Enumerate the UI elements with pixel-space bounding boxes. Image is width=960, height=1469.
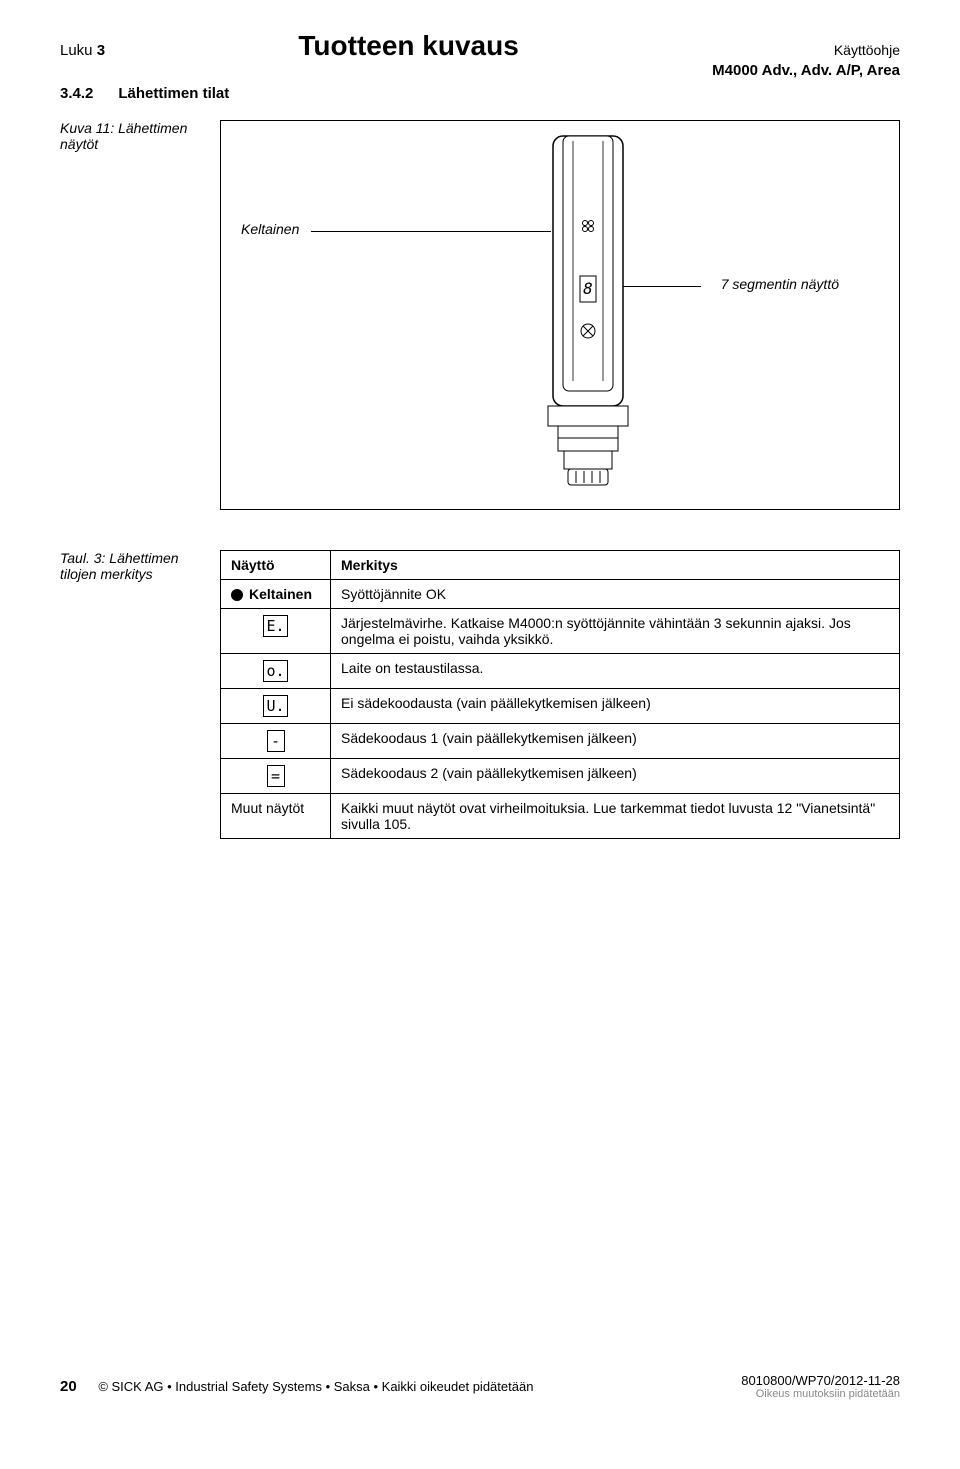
display-cell: E. [221,609,331,654]
table-row: Keltainen Syöttöjännite OK [221,580,900,609]
meaning-cell: Järjestelmävirhe. Katkaise M4000:n syött… [331,609,900,654]
footer-left: 20 © SICK AG • Industrial Safety Systems… [60,1378,533,1395]
figure-frame: Keltainen 7 segmentin näyttö 8 [220,120,900,510]
page-title: Tuotteen kuvaus [298,30,518,62]
col-header-meaning: Merkitys [331,551,900,580]
chapter-prefix: Luku [60,42,93,59]
display-cell: = [221,759,331,794]
doc-type: Käyttöohje [712,42,900,58]
meaning-cell: Sädekoodaus 1 (vain päällekytkemisen jäl… [331,724,900,759]
model-line: M4000 Adv., Adv. A/P, Area [712,62,900,79]
chapter-label: Luku 3 [60,42,105,59]
meaning-cell: Sädekoodaus 2 (vain päällekytkemisen jäl… [331,759,900,794]
table-row: o. Laite on testaustilassa. [221,654,900,689]
meaning-cell: Syöttöjännite OK [331,580,900,609]
section-title: Lähettimen tilat [118,85,229,102]
figure-caption: Kuva 11: Lähettimen näytöt [60,120,210,152]
device-illustration: 8 [518,131,658,501]
table-row: = Sädekoodaus 2 (vain päällekytkemisen jä… [221,759,900,794]
seven-segment-icon: o. [263,660,287,682]
footer-sub: Oikeus muutoksiin pidätetään [741,1388,900,1400]
display-cell: U. [221,689,331,724]
table-row: E. Järjestelmävirhe. Katkaise M4000:n syö… [221,609,900,654]
display-text: Muut näytöt [221,794,331,839]
section-heading: 3.4.2 Lähettimen tilat [60,85,900,102]
seven-segment-icon: E. [263,615,287,637]
meaning-cell: Kaikki muut näytöt ovat virheilmoituksia… [331,794,900,839]
col-header-display: Näyttö [221,551,331,580]
table-row: Muut näytötKaikki muut näytöt ovat virhe… [221,794,900,839]
callout-left-line [311,231,551,232]
page-number: 20 [60,1378,77,1395]
meaning-cell: Ei sädekoodausta (vain päällekytkemisen … [331,689,900,724]
seven-segment-icon: U. [263,695,287,717]
callout-right-text: 7 segmentin näyttö [721,276,839,292]
table-caption: Taul. 3: Lähettimen tilojen merkitys [60,550,210,582]
display-cell: o. [221,654,331,689]
led-dot-icon [231,589,243,601]
footer-right: 8010800/WP70/2012-11-28 Oikeus muutoksii… [741,1373,900,1400]
seven-segment-icon: - [267,730,285,752]
table-row: - Sädekoodaus 1 (vain päällekytkemisen jä… [221,724,900,759]
page-header: Luku 3 Tuotteen kuvaus Käyttöohje M4000 … [60,30,900,79]
display-cell: Keltainen [221,580,331,609]
status-table: Näyttö Merkitys Keltainen Syöttöjännite O… [220,550,900,839]
table-header-row: Näyttö Merkitys [221,551,900,580]
seven-segment-icon: = [267,765,285,787]
svg-text:8: 8 [583,279,593,298]
callout-left-text: Keltainen [241,221,299,237]
section-number: 3.4.2 [60,85,93,102]
meaning-cell: Laite on testaustilassa. [331,654,900,689]
table-row: U. Ei sädekoodausta (vain päällekytkemise… [221,689,900,724]
page-footer: 20 © SICK AG • Industrial Safety Systems… [60,1373,900,1400]
display-cell: - [221,724,331,759]
display-text: Keltainen [249,586,312,602]
chapter-number: 3 [97,42,105,59]
footer-code: 8010800/WP70/2012-11-28 [741,1373,900,1388]
footer-line: © SICK AG • Industrial Safety Systems • … [98,1379,533,1394]
header-right: Käyttöohje M4000 Adv., Adv. A/P, Area [712,42,900,79]
